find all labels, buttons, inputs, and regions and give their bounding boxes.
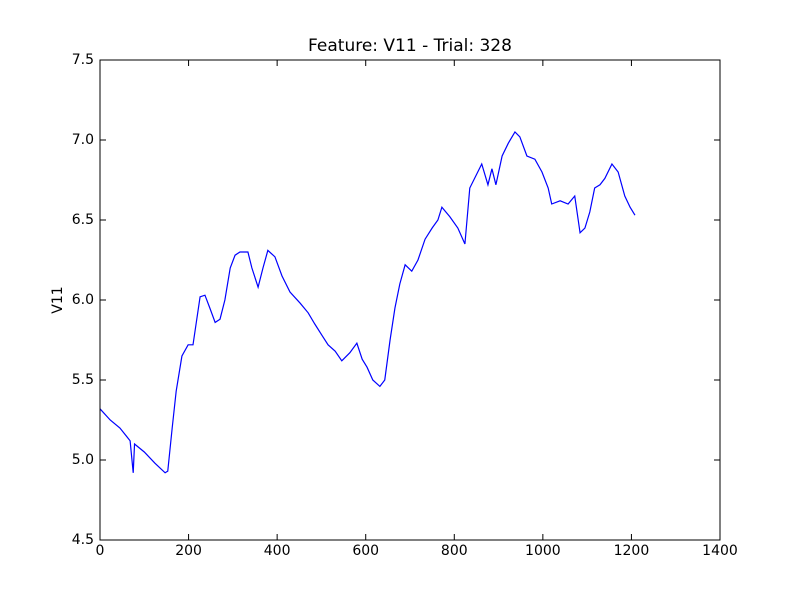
- y-tick-label: 5.0: [72, 452, 94, 468]
- y-tick-label: 7.5: [72, 52, 94, 68]
- y-tick-label: 6.0: [72, 292, 94, 308]
- x-tick-label: 1400: [702, 543, 738, 559]
- y-tick-label: 5.5: [72, 372, 94, 388]
- chart-title: Feature: V11 - Trial: 328: [308, 36, 512, 56]
- x-tick-label: 600: [352, 543, 379, 559]
- x-tick-label: 1000: [525, 543, 561, 559]
- x-tick-label: 800: [441, 543, 468, 559]
- data-line: [99, 131, 636, 474]
- y-tick-label: 6.5: [72, 212, 94, 228]
- y-tick-label: 7.0: [72, 132, 94, 148]
- y-axis-label: V11: [50, 286, 66, 313]
- x-tick-label: 1200: [614, 543, 650, 559]
- x-tick-label: 0: [96, 543, 105, 559]
- x-tick-label: 400: [264, 543, 291, 559]
- x-tick-label: 200: [175, 543, 202, 559]
- y-tick-label: 4.5: [72, 532, 94, 548]
